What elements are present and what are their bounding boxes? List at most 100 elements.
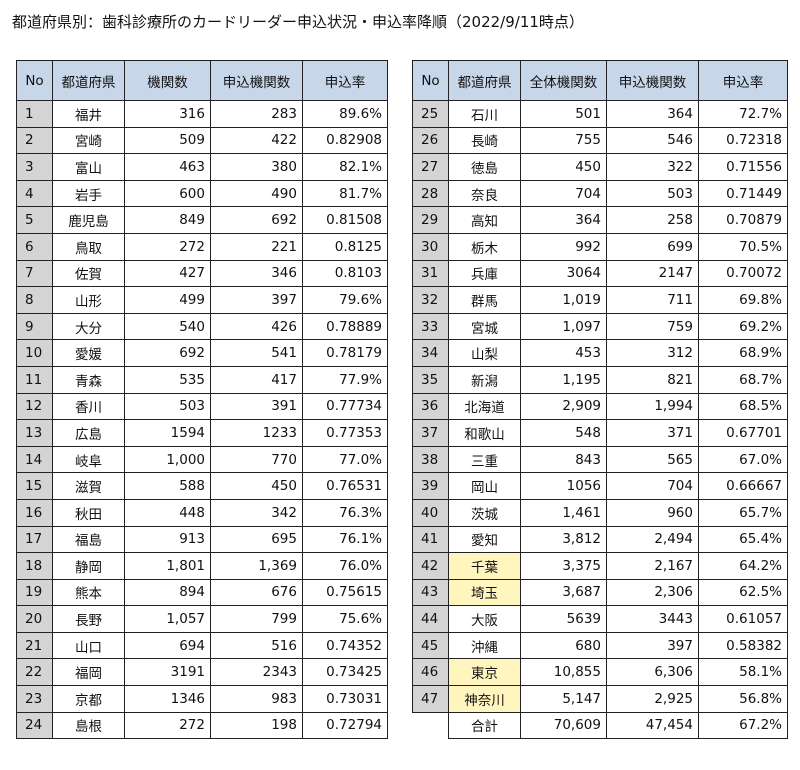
row-prefecture: 長野 <box>52 605 125 633</box>
row-applied: 1,994 <box>606 392 699 421</box>
row-count: 694 <box>124 631 211 660</box>
row-no: 32 <box>412 286 449 314</box>
row-rate: 72.7% <box>698 100 788 128</box>
row-count: 843 <box>520 445 607 474</box>
row-no: 31 <box>412 259 449 288</box>
row-no: 16 <box>16 498 53 527</box>
table-row: 17 福島 913 695 76.1% <box>16 525 388 554</box>
table-row: 16 秋田 448 342 76.3% <box>16 498 388 527</box>
row-no: 11 <box>16 365 53 394</box>
row-prefecture: 愛媛 <box>52 339 125 367</box>
table-row: 18 静岡 1,801 1,369 76.0% <box>16 552 388 580</box>
row-rate: 70.5% <box>698 232 788 261</box>
row-prefecture: 青森 <box>52 365 125 394</box>
row-prefecture: 山梨 <box>448 339 521 367</box>
row-rate: 68.7% <box>698 365 788 394</box>
row-rate: 76.3% <box>302 498 388 527</box>
row-no: 30 <box>412 232 449 261</box>
row-count: 5639 <box>520 605 607 633</box>
row-prefecture: 新潟 <box>448 365 521 394</box>
row-no: 10 <box>16 339 53 367</box>
row-count: 5,147 <box>520 685 607 713</box>
table-row: 15 滋賀 588 450 0.76531 <box>16 472 388 500</box>
row-prefecture: 沖縄 <box>448 631 521 660</box>
row-count: 450 <box>520 153 607 181</box>
row-count: 1,019 <box>520 286 607 314</box>
row-applied: 397 <box>210 286 303 314</box>
row-applied: 2,494 <box>606 525 699 554</box>
row-applied: 490 <box>210 179 303 208</box>
table-row: 32 群馬 1,019 711 69.8% <box>412 286 788 314</box>
row-prefecture: 静岡 <box>52 552 125 580</box>
row-rate: 56.8% <box>698 685 788 713</box>
row-applied: 380 <box>210 153 303 181</box>
row-prefecture: 石川 <box>448 100 521 128</box>
row-count: 316 <box>124 100 211 128</box>
row-count: 3,375 <box>520 552 607 580</box>
row-rate: 0.58382 <box>698 631 788 660</box>
row-no: 9 <box>16 312 53 341</box>
row-rate: 0.66667 <box>698 472 788 500</box>
table-row: 45 沖縄 680 397 0.58382 <box>412 631 788 660</box>
row-rate: 0.72794 <box>302 711 388 740</box>
table-row: 26 長崎 755 546 0.72318 <box>412 126 788 155</box>
table-row: 46 東京 10,855 6,306 58.1% <box>412 658 788 687</box>
total-applied: 47,454 <box>606 711 699 740</box>
row-applied: 422 <box>210 126 303 155</box>
row-applied: 1,369 <box>210 552 303 580</box>
total-label: 合計 <box>448 711 521 740</box>
row-prefecture: 広島 <box>52 419 125 447</box>
row-count: 501 <box>520 100 607 128</box>
table-row: 27 徳島 450 322 0.71556 <box>412 153 788 181</box>
row-rate: 76.1% <box>302 525 388 554</box>
row-prefecture: 佐賀 <box>52 259 125 288</box>
row-prefecture: 大阪 <box>448 605 521 633</box>
row-count: 2,909 <box>520 392 607 421</box>
header-no: No <box>412 60 449 101</box>
row-no: 34 <box>412 339 449 367</box>
row-no: 38 <box>412 445 449 474</box>
header-rate: 申込率 <box>698 60 788 101</box>
row-count: 1,057 <box>124 605 211 633</box>
table-row: 39 岡山 1056 704 0.66667 <box>412 472 788 500</box>
row-rate: 62.5% <box>698 578 788 607</box>
row-rate: 0.61057 <box>698 605 788 633</box>
table-header-row: No 都道府県 機関数 申込機関数 申込率 <box>16 60 388 101</box>
table-row: 7 佐賀 427 346 0.8103 <box>16 259 388 288</box>
row-no: 8 <box>16 286 53 314</box>
row-prefecture: 埼玉 <box>448 578 521 607</box>
row-applied: 2,306 <box>606 578 699 607</box>
row-rate: 64.2% <box>698 552 788 580</box>
total-count: 70,609 <box>520 711 607 740</box>
row-no: 35 <box>412 365 449 394</box>
table-row: 31 兵庫 3064 2147 0.70072 <box>412 259 788 288</box>
row-rate: 0.71556 <box>698 153 788 181</box>
row-count: 509 <box>124 126 211 155</box>
row-no: 28 <box>412 179 449 208</box>
row-applied: 391 <box>210 392 303 421</box>
row-no: 20 <box>16 605 53 633</box>
row-prefecture: 鹿児島 <box>52 206 125 234</box>
row-rate: 77.9% <box>302 365 388 394</box>
row-rate: 0.76531 <box>302 472 388 500</box>
row-applied: 2,167 <box>606 552 699 580</box>
table-row: 12 香川 503 391 0.77734 <box>16 392 388 421</box>
row-rate: 68.5% <box>698 392 788 421</box>
table-row: 24 島根 272 198 0.72794 <box>16 711 388 740</box>
row-applied: 565 <box>606 445 699 474</box>
row-prefecture: 山形 <box>52 286 125 314</box>
row-rate: 0.81508 <box>302 206 388 234</box>
table-row: 14 岐阜 1,000 770 77.0% <box>16 445 388 474</box>
header-applied: 申込機関数 <box>210 60 303 101</box>
row-prefecture: 和歌山 <box>448 419 521 447</box>
row-applied: 1233 <box>210 419 303 447</box>
row-count: 272 <box>124 232 211 261</box>
row-no: 2 <box>16 126 53 155</box>
row-prefecture: 栃木 <box>448 232 521 261</box>
row-no: 26 <box>412 126 449 155</box>
row-no: 23 <box>16 685 53 713</box>
row-rate: 81.7% <box>302 179 388 208</box>
row-count: 453 <box>520 339 607 367</box>
row-no: 4 <box>16 179 53 208</box>
row-rate: 68.9% <box>698 339 788 367</box>
